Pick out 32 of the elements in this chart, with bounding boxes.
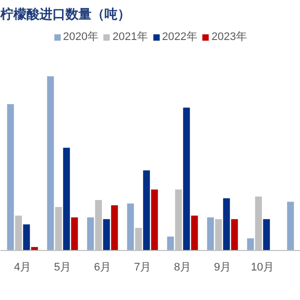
bar: [71, 217, 78, 250]
bar: [111, 205, 118, 250]
legend-label: 2020年: [63, 30, 99, 44]
legend-label: 2022年: [162, 30, 198, 44]
bar: [143, 170, 150, 250]
bar: [87, 217, 94, 250]
bar: [167, 236, 174, 250]
bar: [183, 108, 190, 250]
x-tick-label: 4月: [14, 262, 32, 274]
x-tick-label: 6月: [94, 262, 112, 274]
bar: [231, 219, 238, 250]
legend-label: 2021年: [112, 30, 148, 44]
bar: [127, 203, 134, 250]
bar: [263, 219, 270, 250]
bar: [207, 217, 214, 250]
chart-title: 柠檬酸进口数量（吨）: [0, 6, 130, 22]
bar: [7, 104, 14, 250]
bar: [191, 216, 198, 250]
bar: [247, 238, 254, 250]
bar: [47, 76, 54, 250]
bar: [63, 148, 70, 250]
legend-label: 2023年: [211, 30, 247, 44]
x-tick-label: 9月: [214, 262, 232, 274]
bar: [151, 190, 158, 250]
x-tick-label: 7月: [134, 262, 152, 274]
x-tick-label: 10月: [250, 262, 274, 274]
x-tick-label: 8月: [174, 262, 192, 274]
bar: [287, 202, 294, 250]
bar: [223, 198, 230, 250]
bar: [23, 224, 30, 250]
x-tick-label: 5月: [54, 262, 72, 274]
bar: [103, 219, 110, 250]
